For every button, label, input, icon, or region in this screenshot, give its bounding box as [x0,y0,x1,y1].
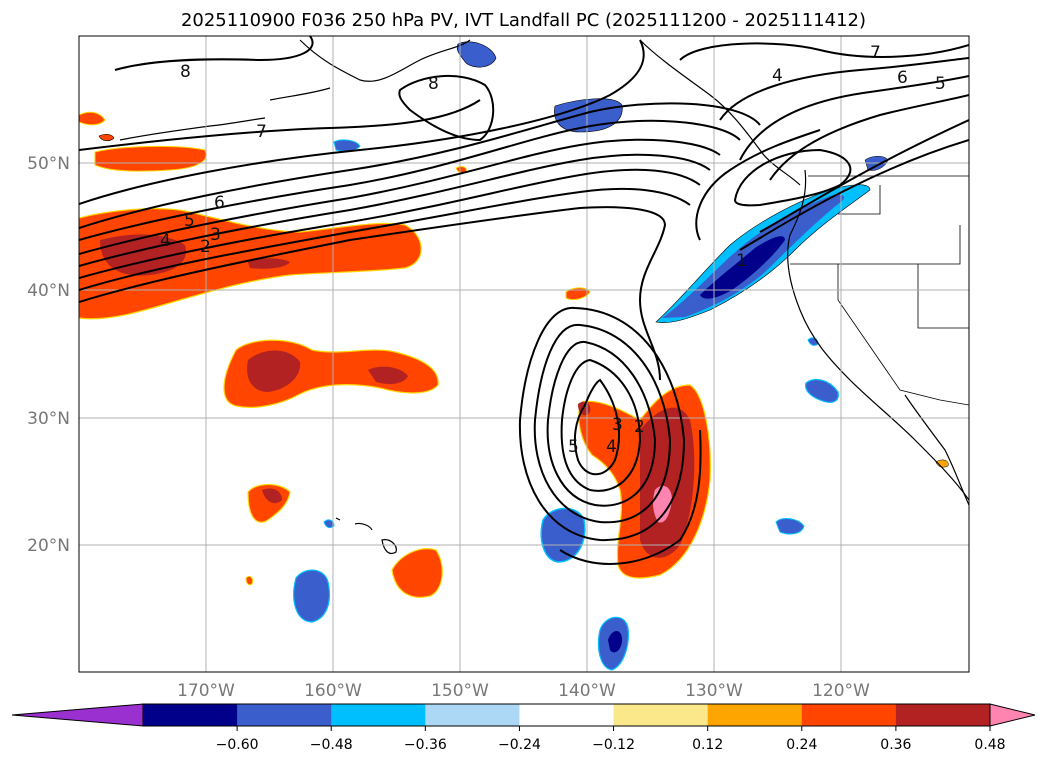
colorbar-tick-label: −0.48 [310,737,353,753]
contour-label: 2 [634,417,645,437]
coastlines [119,39,969,555]
contour-label: 3 [210,225,221,245]
colorbar-segment [143,704,238,726]
contour-label: 1 [736,251,747,271]
contour-label: 8 [180,62,191,82]
colorbar-tick-label: −0.60 [216,737,259,753]
contour-label: 5 [184,211,195,231]
state-borders [790,175,969,406]
contour-label: 6 [897,68,908,88]
map-title: 2025110900 F036 250 hPa PV, IVT Landfall… [180,10,867,31]
lon-label: 140°W [558,681,616,701]
graticule [79,36,969,672]
lat-label: 40°N [27,281,70,301]
colorbar-segment [707,704,803,726]
colorbar-tick-label: −0.24 [498,737,541,753]
lon-label: 160°W [304,681,362,701]
lon-label: 150°W [431,681,489,701]
contour-label: 7 [256,122,267,142]
colorbar-tick-label: −0.36 [404,737,447,753]
colorbar-tick-labels: −0.60 −0.48 −0.36 −0.24 −0.12 0.12 0.24 0.36 0.4… [216,726,1006,753]
colorbar [11,703,1036,727]
colorbar-segment [613,704,709,726]
map-frame [78,35,970,673]
contour-label: 5 [935,74,946,94]
colorbar-border [142,703,991,727]
colorbar-segment [237,704,332,726]
lat-label: 30°N [27,409,70,429]
contour-label: 3 [612,415,623,435]
colorbar-tick-label: 0.24 [786,737,817,753]
colorbar-segment [801,704,897,726]
colorbar-segment [895,704,991,726]
lon-label: 120°W [812,681,870,701]
contour-label: 6 [214,193,225,213]
contour-label: 2 [200,237,211,257]
colorbar-segment [519,704,615,726]
colorbar-tick-label: 0.48 [974,737,1005,753]
pv-contours [79,36,969,565]
latitude-labels: 50°N 40°N 30°N 20°N [27,154,70,556]
contour-label: 8 [428,74,439,94]
colorbar-segment [425,704,520,726]
contour-label: 5 [568,437,579,457]
lon-label: 170°W [177,681,235,701]
longitude-labels: 170°W 160°W 150°W 140°W 130°W 120°W [177,681,870,701]
colorbar-tick-label: −0.12 [592,737,635,753]
lat-label: 20°N [27,536,70,556]
contour-label: 4 [772,66,783,86]
contour-label: 7 [870,43,881,63]
colorbar-tick-label: 0.12 [692,737,723,753]
contour-label: 4 [606,437,617,457]
contour-labels: 8 8 7 7 6 6 5 5 4 4 4 3 3 2 2 5 1 [160,43,946,457]
colorbar-tick-label: 0.36 [880,737,911,753]
colorbar-segment [331,704,426,726]
colorbar-extend-high [989,703,1036,727]
lat-label: 50°N [27,154,70,174]
lon-label: 130°W [685,681,743,701]
colorbar-extend-low [11,703,144,727]
contour-label: 4 [160,231,171,251]
